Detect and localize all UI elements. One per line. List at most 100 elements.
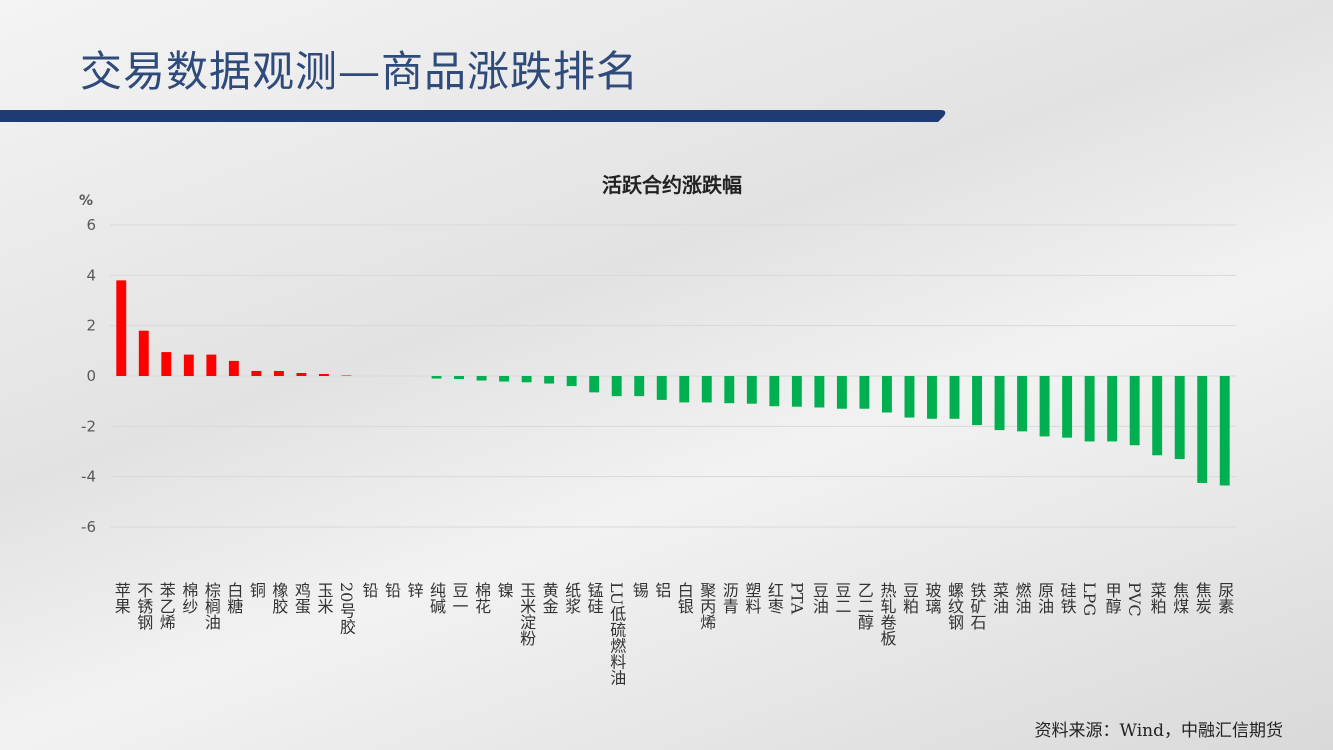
bar	[1174, 376, 1185, 460]
x-tick-label: 锡	[630, 582, 649, 599]
x-tick-label: 铝	[652, 582, 671, 598]
x-tick-label: 菜油	[990, 582, 1009, 614]
x-tick-label: 沥青	[720, 582, 739, 615]
bar	[611, 376, 622, 397]
bar	[206, 354, 217, 376]
x-tick-label: 豆一	[450, 582, 469, 614]
x-tick-label: 豆粕	[900, 582, 919, 614]
x-tick-label: 红枣	[765, 582, 784, 614]
bar	[701, 376, 712, 403]
bar	[836, 376, 847, 409]
bar	[499, 376, 510, 382]
x-tick-label: PVC	[1125, 582, 1144, 617]
bar	[1062, 376, 1073, 438]
bar	[1084, 376, 1095, 442]
bar	[454, 376, 465, 380]
y-tick-label: -6	[81, 518, 96, 536]
bar	[859, 376, 870, 409]
y-tick-label: 6	[86, 216, 96, 234]
bar	[814, 376, 825, 408]
bar	[116, 280, 127, 376]
bar	[138, 330, 149, 376]
bar	[656, 376, 667, 400]
bar	[949, 376, 960, 419]
bar	[318, 373, 329, 376]
y-tick-label: -4	[81, 468, 96, 486]
x-tick-label: 硅铁	[1058, 582, 1077, 614]
y-tick-label: 4	[86, 266, 96, 284]
bar	[544, 376, 555, 384]
x-tick-label: 塑料	[742, 582, 761, 614]
x-tick-label: 尿素	[1215, 582, 1234, 614]
bar	[228, 360, 239, 376]
bar	[183, 354, 194, 376]
x-tick-label: 铜	[247, 582, 266, 599]
x-tick-label: 棉花	[472, 582, 491, 614]
bar	[589, 376, 600, 393]
x-tick-label: 玉米淀粉	[517, 582, 536, 647]
x-tick-label: 苯乙烯	[157, 582, 176, 630]
x-tick-label: 豆二	[832, 582, 851, 614]
bar	[791, 376, 802, 407]
bar	[994, 376, 1005, 431]
x-tick-label: 铁矿石	[968, 582, 987, 630]
x-tick-label: 棉纱	[179, 582, 198, 614]
x-tick-label: 鸡蛋	[292, 582, 311, 615]
bar	[724, 376, 735, 404]
x-tick-label: 焦炭	[1193, 582, 1212, 614]
x-tick-label: LPG	[1080, 582, 1099, 616]
x-tick-label: 铅	[359, 582, 378, 598]
x-tick-label: 燃油	[1013, 582, 1032, 614]
slide-title: 交易数据观测—商品涨跌排名	[80, 47, 640, 96]
y-axis-label: %	[79, 193, 93, 209]
x-tick-label: 纯碱	[427, 582, 446, 615]
bar	[679, 376, 690, 403]
bar	[1197, 376, 1208, 483]
x-tick-label: 黄金	[540, 582, 559, 614]
x-tick-label: LU低硫燃料油	[607, 582, 626, 685]
bar	[881, 376, 892, 413]
bar	[1129, 376, 1140, 446]
x-tick-label: 聚丙烯	[697, 582, 716, 630]
bar	[1107, 376, 1118, 442]
x-tick-label: 原油	[1035, 582, 1054, 614]
bar	[273, 370, 284, 376]
x-tick-label: 镍	[495, 582, 514, 598]
x-tick-label: 棕榈油	[202, 582, 221, 630]
x-tick-label: 焦煤	[1170, 582, 1189, 614]
x-tick-label: 甲醇	[1103, 582, 1122, 614]
source-note: 资料来源：Wind，中融汇信期货	[1034, 721, 1283, 741]
x-tick-label: 铅	[382, 582, 401, 598]
y-tick-label: 2	[86, 317, 96, 335]
bar	[161, 352, 172, 376]
x-tick-label: 螺纹钢	[945, 582, 964, 631]
x-tick-label: 锰硅	[585, 582, 604, 614]
x-tick-label: 不锈钢	[134, 582, 153, 631]
x-tick-label: 纸浆	[562, 582, 581, 614]
x-tick-label: 豆油	[810, 582, 829, 614]
bar	[634, 376, 645, 397]
x-tick-label: PTA	[787, 582, 806, 615]
x-tick-label: 橡胶	[269, 582, 288, 615]
bar	[746, 376, 757, 404]
bar	[566, 376, 577, 387]
x-tick-label: 20号胶	[337, 582, 356, 635]
x-tick-label: 热轧卷板	[877, 582, 896, 646]
bar	[251, 370, 262, 376]
bar	[1039, 376, 1050, 437]
bar	[1152, 376, 1163, 456]
bar	[431, 376, 442, 379]
header-bar	[0, 110, 946, 122]
x-tick-label: 锌	[405, 582, 424, 598]
x-tick-label: 白银	[675, 582, 694, 614]
bar	[521, 376, 532, 383]
bar	[927, 376, 937, 419]
bar	[341, 375, 352, 376]
bar	[769, 376, 780, 407]
x-tick-label: 苹果	[112, 582, 131, 614]
bar	[476, 376, 487, 381]
bar	[296, 372, 307, 376]
x-tick-label: 玉米	[314, 582, 333, 614]
bar	[1017, 376, 1028, 432]
